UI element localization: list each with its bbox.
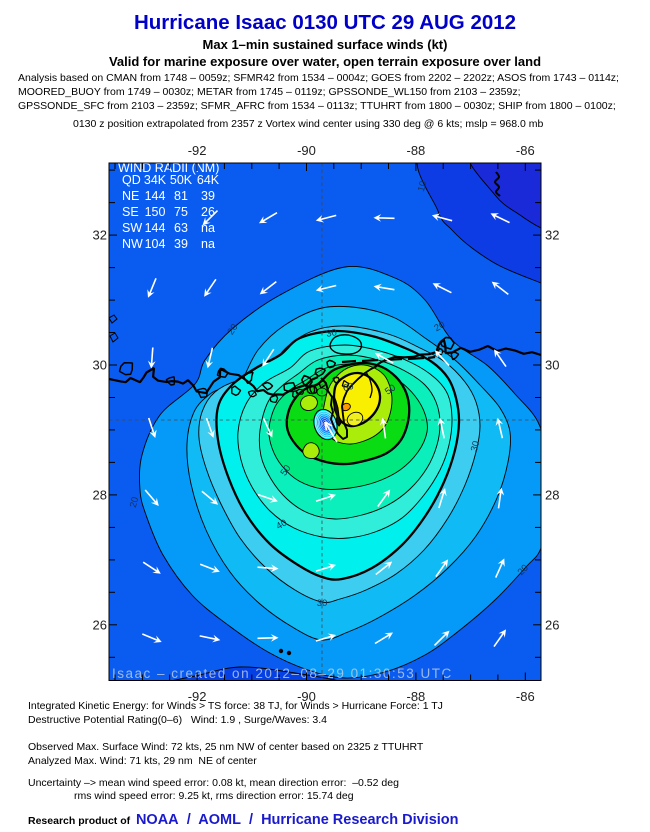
svg-text:10: 10: [416, 180, 429, 193]
svg-text:39: 39: [201, 189, 215, 203]
svg-text:30: 30: [93, 358, 107, 373]
svg-text:26: 26: [545, 617, 559, 632]
svg-text:28: 28: [93, 487, 107, 502]
svg-text:81: 81: [174, 189, 188, 203]
svg-text:39: 39: [174, 237, 188, 251]
svg-text:63: 63: [174, 221, 188, 235]
svg-text:NE: NE: [122, 189, 139, 203]
svg-text:20: 20: [432, 319, 447, 334]
svg-text:32: 32: [93, 228, 107, 243]
svg-text:20: 20: [225, 322, 240, 337]
svg-text:50: 50: [383, 382, 398, 397]
svg-text:104: 104: [145, 237, 166, 251]
svg-text:30: 30: [545, 358, 559, 373]
svg-text:28: 28: [545, 487, 559, 502]
svg-text:-88: -88: [407, 143, 426, 158]
svg-text:75: 75: [174, 205, 188, 219]
svg-text:-90: -90: [297, 143, 316, 158]
svg-text:30: 30: [469, 440, 482, 453]
svg-text:20: 20: [128, 496, 141, 509]
svg-text:Isaac – created on 2012–08–29: Isaac – created on 2012–08–29 01:30:53 U…: [112, 666, 453, 681]
svg-text:SW: SW: [122, 221, 142, 235]
svg-text:30: 30: [325, 327, 337, 340]
svg-text:64K: 64K: [197, 173, 220, 187]
svg-text:SE: SE: [122, 205, 139, 219]
svg-text:144: 144: [145, 221, 166, 235]
svg-text:144: 144: [145, 189, 166, 203]
svg-text:26: 26: [93, 617, 107, 632]
svg-text:QD: QD: [122, 173, 141, 187]
svg-text:34K: 34K: [144, 173, 167, 187]
svg-text:40: 40: [274, 517, 289, 532]
svg-text:60: 60: [342, 381, 355, 394]
svg-text:50: 50: [278, 463, 293, 478]
svg-text:32: 32: [545, 228, 559, 243]
svg-text:NW: NW: [122, 237, 143, 251]
svg-text:WIND RADII (NM): WIND RADII (NM): [118, 161, 219, 175]
svg-text:26: 26: [201, 205, 215, 219]
svg-text:-86: -86: [516, 689, 535, 704]
svg-text:-86: -86: [516, 143, 535, 158]
svg-text:-92: -92: [188, 689, 207, 704]
svg-text:-92: -92: [188, 143, 207, 158]
svg-text:50K: 50K: [170, 173, 193, 187]
svg-text:30: 30: [317, 598, 328, 609]
svg-text:na: na: [201, 237, 215, 251]
svg-text:150: 150: [145, 205, 166, 219]
svg-text:-90: -90: [297, 689, 316, 704]
svg-text:-88: -88: [407, 689, 426, 704]
svg-text:na: na: [201, 221, 215, 235]
